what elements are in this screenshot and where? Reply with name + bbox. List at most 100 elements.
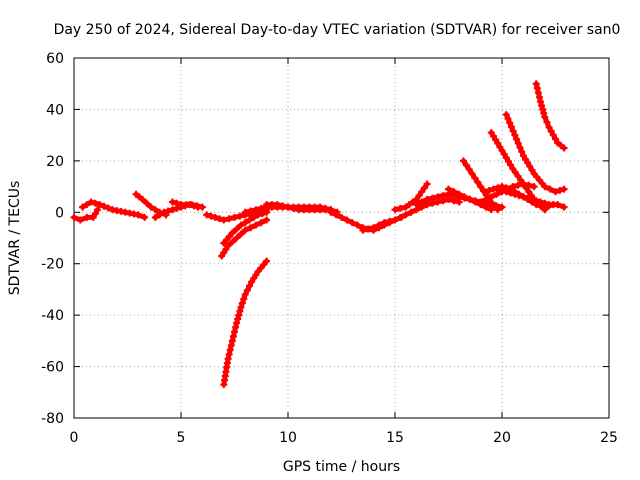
data-point [465, 165, 473, 173]
x-tick-label: 5 [177, 430, 186, 446]
data-point [552, 135, 559, 143]
data-point [168, 198, 176, 206]
y-tick-label: 20 [46, 154, 64, 170]
data-point [100, 202, 108, 210]
data-point [224, 355, 232, 363]
data-point [396, 213, 404, 221]
data-point [524, 195, 532, 203]
data-point [455, 190, 463, 198]
data-point [220, 216, 228, 224]
data-point [160, 208, 168, 216]
x-tick-label: 25 [600, 430, 618, 446]
data-point [481, 188, 489, 196]
data-point [502, 184, 510, 192]
data-point [402, 203, 410, 211]
data-point [560, 203, 568, 211]
data-point [519, 193, 527, 201]
data-point [487, 129, 495, 137]
data-point [258, 210, 266, 218]
data-point [225, 350, 233, 358]
data-point [509, 165, 517, 173]
data-point [235, 311, 243, 319]
data-point [532, 201, 540, 209]
data-point [507, 185, 515, 193]
data-point [359, 226, 367, 234]
data-point [245, 282, 253, 290]
data-point [226, 346, 234, 354]
data-point [468, 170, 476, 178]
data-point [391, 216, 399, 224]
data-point [533, 84, 541, 92]
data-point [224, 242, 232, 250]
data-point [247, 224, 255, 232]
data-point [91, 199, 99, 207]
y-tick-label: -20 [41, 257, 64, 273]
data-point [238, 299, 246, 307]
data-point [549, 131, 557, 139]
data-point [539, 105, 547, 113]
data-point [471, 174, 479, 182]
data-point [279, 202, 287, 210]
data-point [151, 213, 159, 221]
data-series-seg20 [502, 111, 568, 196]
y-tick-label: -60 [41, 360, 64, 376]
y-axis-label: SDTVAR / TECUs [7, 181, 23, 296]
data-point [386, 217, 394, 225]
data-point [89, 213, 97, 221]
data-point [228, 229, 236, 237]
x-tick-label: 15 [386, 430, 404, 446]
y-tick-label: -80 [41, 411, 64, 427]
series-trace [221, 258, 270, 388]
data-point [83, 213, 91, 221]
data-point [450, 188, 458, 196]
data-point [236, 307, 244, 315]
data-point [525, 181, 533, 189]
data-point [500, 150, 508, 158]
plot-frame [73, 57, 610, 419]
data-point [316, 203, 324, 211]
data-point [524, 159, 532, 167]
data-point [543, 118, 551, 126]
data-point [338, 213, 345, 221]
data-point [492, 136, 500, 144]
y-tick-label: 40 [46, 102, 64, 118]
data-point [528, 198, 536, 206]
data-point [198, 203, 206, 211]
data-series-seg9 [220, 257, 271, 389]
data-point [240, 295, 248, 303]
data-point [405, 201, 413, 209]
data-point [236, 212, 244, 220]
data-point [511, 188, 519, 196]
data-point [541, 203, 549, 211]
data-point [321, 204, 329, 212]
data-point [540, 109, 548, 117]
data-series-seg5 [168, 198, 206, 211]
data-point [364, 225, 372, 233]
data-point [273, 201, 281, 209]
data-point [234, 315, 242, 323]
data-series-seg21 [532, 80, 568, 152]
data-point [168, 206, 176, 214]
data-point [485, 186, 493, 194]
data-point [498, 147, 506, 155]
x-axis-label: GPS time / hours [283, 459, 400, 475]
data-point [164, 207, 172, 215]
data-point [229, 332, 237, 340]
data-series-seg17 [445, 185, 495, 214]
data-point [511, 168, 519, 176]
data-point [528, 166, 536, 174]
data-point [537, 202, 545, 210]
data-point [227, 341, 235, 349]
data-point [104, 204, 112, 212]
data-point [348, 219, 356, 227]
data-point [241, 291, 249, 299]
data-point [257, 219, 265, 227]
data-point [445, 185, 452, 193]
x-tick-label: 20 [493, 430, 511, 446]
data-point [173, 199, 181, 207]
data-point [263, 216, 271, 224]
data-point [252, 206, 260, 214]
data-point [76, 216, 84, 224]
data-point [420, 184, 428, 192]
data-point [535, 93, 543, 101]
